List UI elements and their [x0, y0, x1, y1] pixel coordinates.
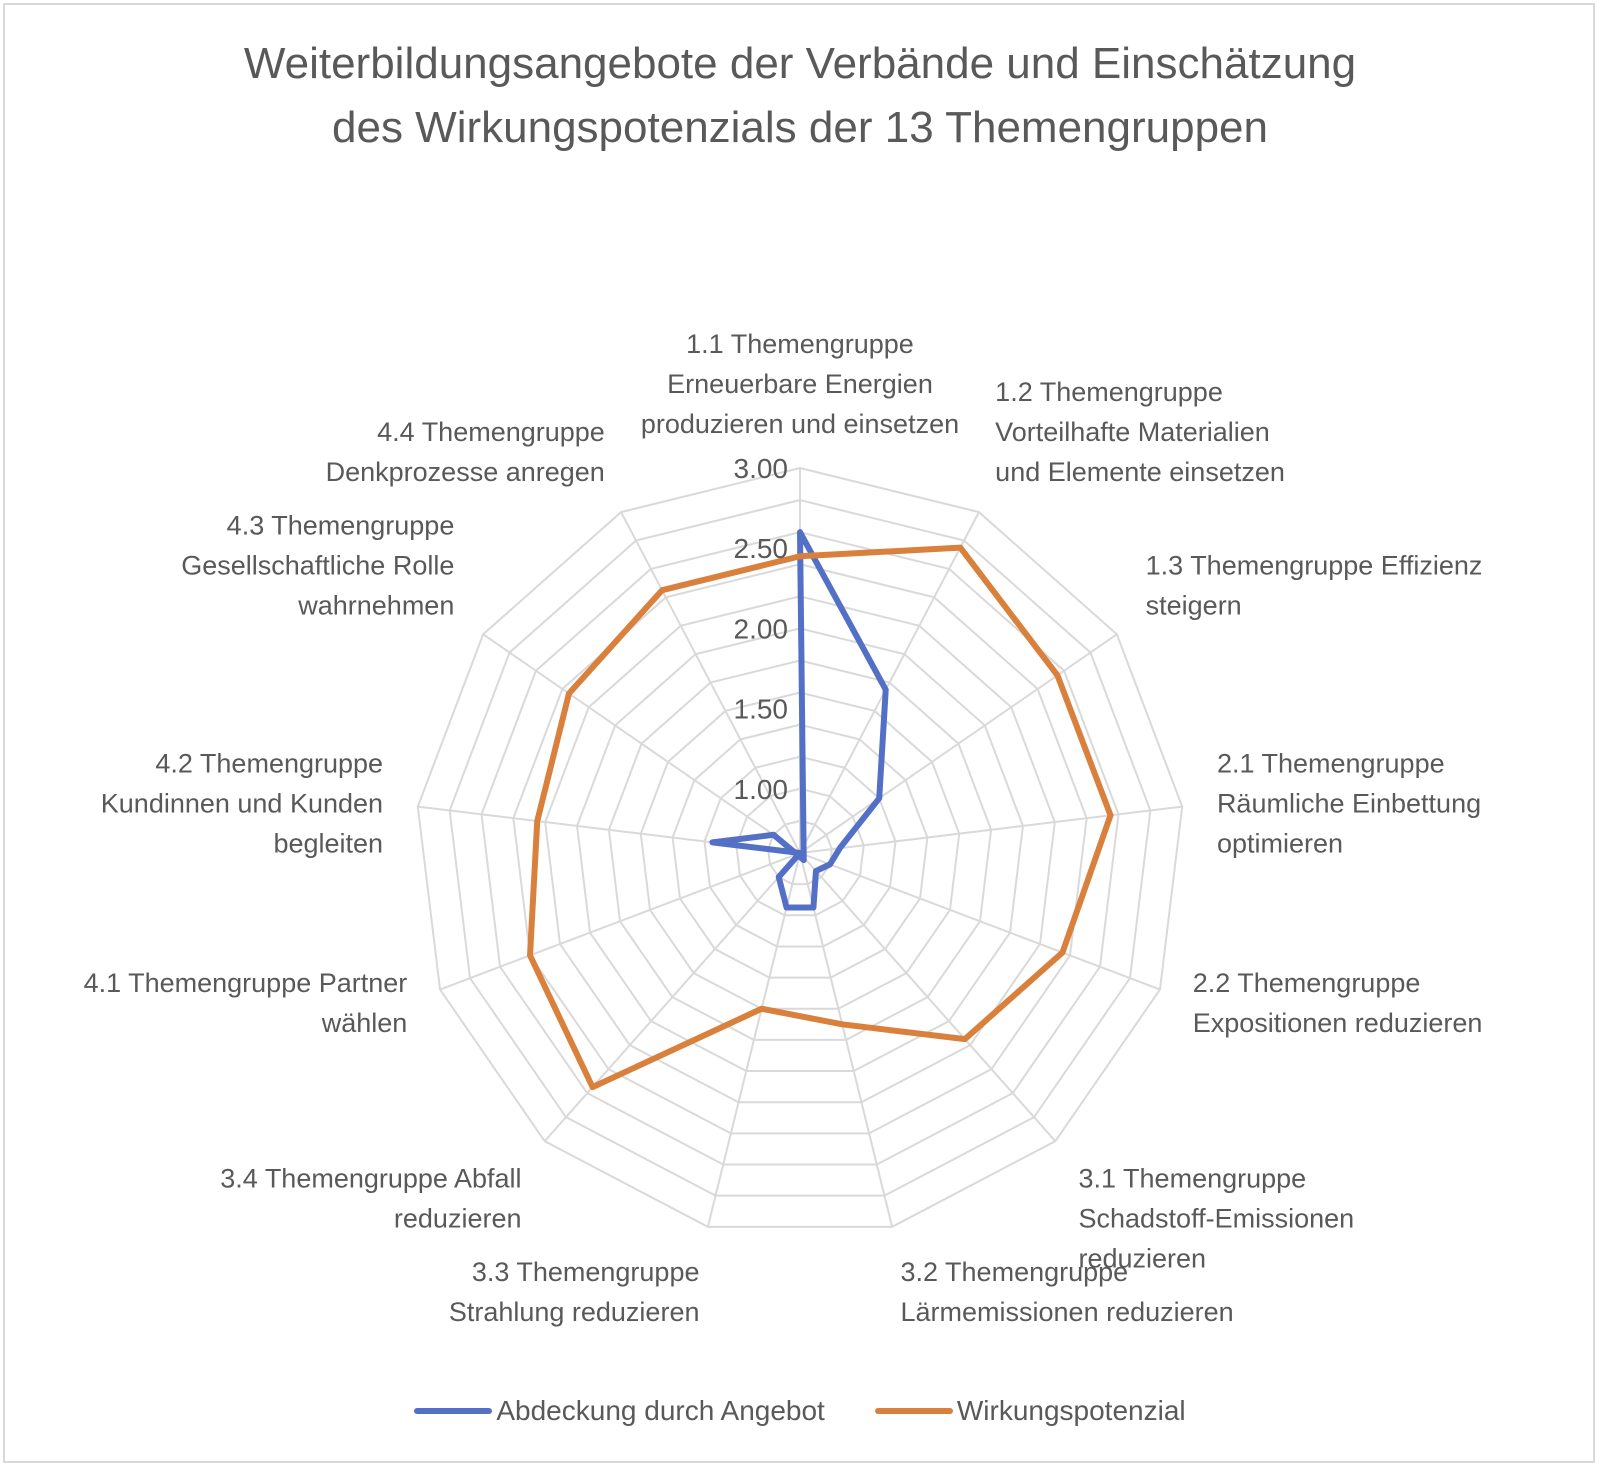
grid-ring [544, 595, 1056, 1104]
grid-spoke [620, 511, 801, 854]
data-point [536, 820, 539, 823]
category-label: 3.2 Themengruppe Lärmemissionen reduziere… [901, 1257, 1234, 1327]
chart-title-line-2: des Wirkungspotenzials der 13 Themengrup… [332, 103, 1268, 152]
grid-ring [480, 531, 1120, 1166]
category-label: 3.3 Themengruppe Strahlung reduzieren [449, 1257, 700, 1327]
data-point [661, 589, 664, 592]
category-label: 1.2 Themengruppe Vorteilhafte Materialien… [995, 377, 1285, 487]
data-point [838, 847, 841, 850]
grid-ring [416, 466, 1184, 1228]
chart-title-line-1: Weiterbildungsangebote der Verbände und … [243, 39, 1357, 88]
legend-item-coverage: Abdeckung durch Angebot [414, 1395, 825, 1427]
legend-label-potential: Wirkungspotenzial [956, 1395, 1186, 1426]
grid-spoke [439, 852, 801, 991]
category-label: 2.1 Themengruppe Räumliche Einbettung opti… [1217, 748, 1481, 858]
grid-spoke [543, 852, 801, 1142]
data-point [777, 876, 780, 879]
grid-spoke [482, 633, 801, 854]
legend-swatch-potential [874, 1408, 953, 1414]
tick-label: 1.00 [734, 774, 789, 805]
grid-spoke [799, 633, 1118, 854]
grid-ring [639, 691, 961, 1010]
tick-label: 3.00 [734, 453, 789, 484]
category-labels: 1.1 Themengruppe Erneuerbare Energien prod… [84, 329, 1483, 1327]
data-point [828, 863, 831, 866]
grid-ring [576, 627, 1024, 1073]
category-label: 4.3 Themengruppe Gesellschaftliche Rolle w… [181, 510, 454, 620]
data-point [799, 852, 801, 854]
data-point [591, 1086, 594, 1089]
legend-item-potential: Wirkungspotenzial [874, 1395, 1186, 1427]
data-point [799, 531, 801, 534]
chart-frame [3, 3, 1595, 1463]
data-point [799, 555, 801, 558]
category-label: 3.1 Themengruppe Schadstoff-Emissionen red… [1079, 1163, 1355, 1273]
data-point [814, 870, 817, 873]
category-label: 4.1 Themengruppe Partner wählen [84, 968, 408, 1038]
grid-spoke [706, 852, 801, 1228]
legend: Abdeckung durch Angebot Wirkungspotenzia… [0, 1395, 1600, 1427]
category-label: 4.4 Themengruppe Denkprozesse anregen [326, 417, 605, 487]
series-line-coverage [709, 529, 889, 911]
grid-ring [512, 563, 1088, 1135]
data-point [1061, 951, 1064, 954]
data-point [841, 1023, 844, 1026]
grid-ring [735, 787, 865, 917]
category-label: 1.3 Themengruppe Effizienz steigern [1146, 550, 1483, 620]
grid-spoke [799, 511, 980, 854]
data-point [772, 833, 775, 836]
grid-spoke [799, 805, 1183, 854]
tick-label: 1.50 [734, 694, 789, 725]
data-point [963, 1038, 966, 1041]
grid-ring [448, 499, 1152, 1197]
tick-label: 2.00 [734, 613, 789, 644]
data-point [760, 1007, 763, 1010]
data-point [711, 841, 714, 844]
data-point [529, 954, 532, 957]
grid-spoke [799, 852, 894, 1228]
data-point [812, 906, 815, 909]
data-point [1056, 674, 1059, 677]
legend-label-coverage: Abdeckung durch Angebot [496, 1395, 825, 1426]
chart-title: Weiterbildungsangebote der Verbände und … [0, 32, 1600, 160]
series-layer [527, 529, 1114, 1091]
category-label: 4.2 Themengruppe Kundinnen und Kunden begl… [101, 748, 383, 858]
grid-ring [671, 723, 929, 979]
data-point [567, 692, 570, 695]
legend-swatch-coverage [414, 1408, 493, 1414]
tick-label: 2.50 [734, 533, 789, 564]
data-point [878, 797, 881, 800]
radar-grid [416, 466, 1184, 1228]
grid-ring [703, 755, 897, 948]
data-point [785, 906, 788, 909]
grid-spoke [799, 852, 1161, 991]
tick-labels: 1.00 1.50 2.00 2.50 3.00 [734, 453, 789, 805]
category-label: 3.4 Themengruppe Abfall reduzieren [220, 1163, 521, 1233]
series-line-potential [527, 544, 1114, 1091]
data-point [1109, 814, 1112, 817]
grid-ring [607, 659, 993, 1041]
category-label: 2.2 Themengruppe Expositionen reduzieren [1193, 968, 1483, 1038]
data-point [959, 546, 962, 549]
data-point [884, 688, 887, 691]
category-label: 1.1 Themengruppe Erneuerbare Energien prod… [641, 329, 959, 439]
data-point [802, 859, 805, 862]
grid-spoke [799, 852, 1057, 1142]
